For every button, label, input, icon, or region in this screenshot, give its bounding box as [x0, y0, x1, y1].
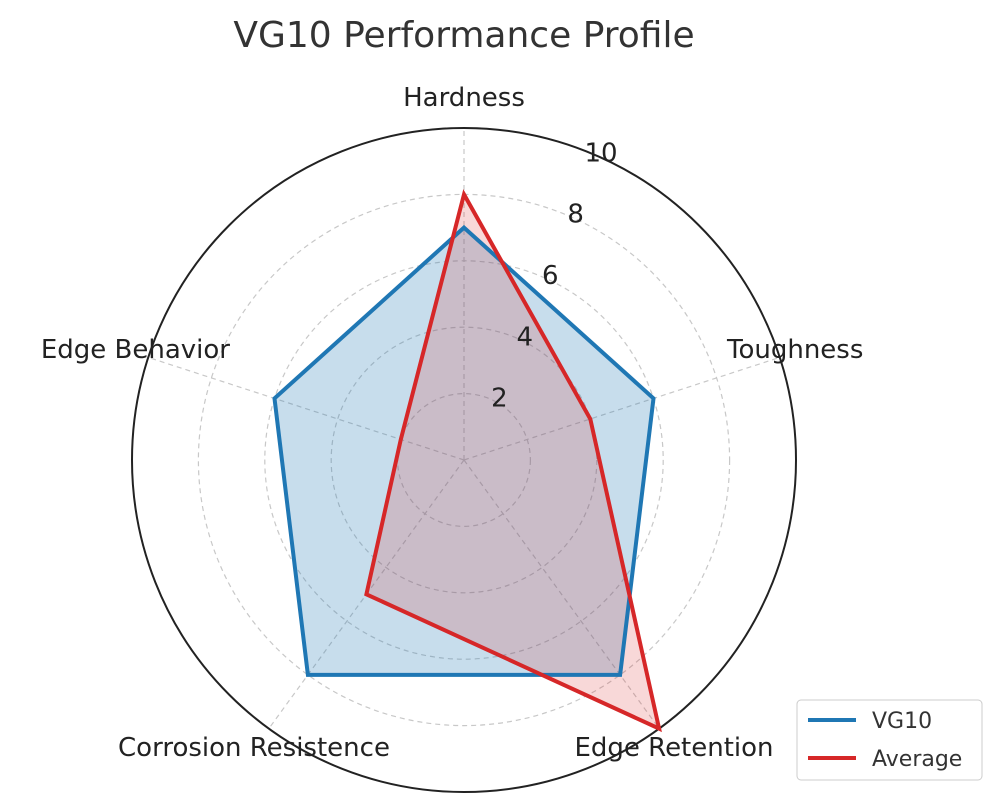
- outer-ring: [131, 127, 797, 793]
- axis-label-edge-behavior: Edge Behavior: [41, 335, 230, 365]
- legend-label-average: Average: [872, 747, 962, 772]
- axis-spoke: [463, 356, 780, 461]
- radial-tick-label: 8: [567, 200, 584, 230]
- series-line-vg10: [272, 224, 656, 677]
- series-line-average: [364, 189, 662, 733]
- radial-tick-label: 2: [491, 384, 508, 414]
- radial-tick-label: 10: [585, 138, 618, 168]
- legend: VG10 Average: [796, 699, 983, 781]
- series-fill-average: [366, 194, 660, 729]
- radial-tick-label: 6: [542, 261, 559, 291]
- chart-title: VG10 Performance Profile: [233, 15, 694, 56]
- axis-spoke: [148, 356, 465, 461]
- axis-label-hardness: Hardness: [403, 83, 525, 113]
- legend-label-vg10: VG10: [872, 709, 932, 734]
- axis-label-corrosion-resistence: Corrosion Resistence: [118, 733, 390, 763]
- labels: Hardness Toughness Edge Retention Corrosion…: [41, 83, 864, 763]
- axis-spoke: [463, 459, 660, 729]
- axis-label-toughness: Toughness: [726, 335, 863, 365]
- axis-label-edge-retention: Edge Retention: [574, 733, 773, 763]
- grid: [131, 127, 797, 793]
- grid-ring: [330, 326, 598, 594]
- series-layer: [272, 189, 662, 733]
- series-fill-vg10: [274, 227, 654, 675]
- radial-tick-label: 4: [517, 322, 534, 352]
